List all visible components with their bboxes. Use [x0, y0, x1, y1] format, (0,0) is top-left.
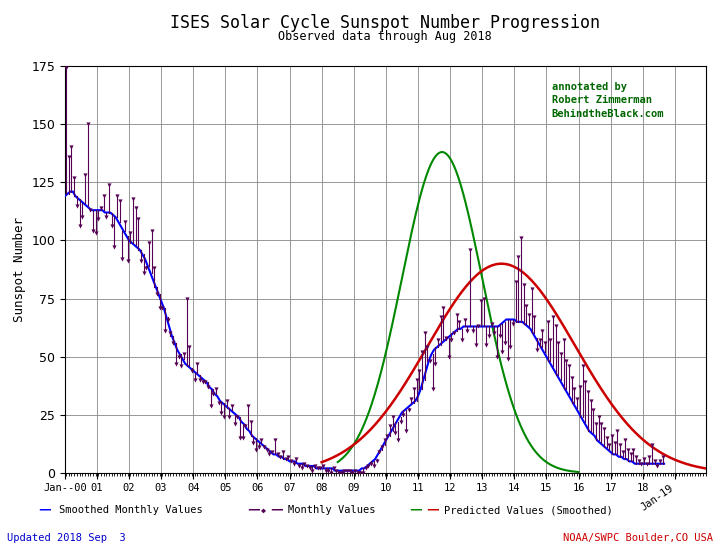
Y-axis label: Sunspot Number: Sunspot Number — [13, 217, 26, 322]
Text: ─: ─ — [40, 502, 50, 519]
Text: ─: ─ — [248, 502, 259, 519]
Text: ─: ─ — [271, 502, 282, 519]
Text: Updated 2018 Sep  3: Updated 2018 Sep 3 — [7, 534, 126, 543]
Text: ─: ─ — [410, 502, 421, 519]
Text: annotated by
Robert Zimmerman
BehindtheBlack.com: annotated by Robert Zimmerman BehindtheB… — [552, 82, 665, 119]
Text: NOAA/SWPC Boulder,CO USA: NOAA/SWPC Boulder,CO USA — [563, 534, 713, 543]
Text: Monthly Values: Monthly Values — [288, 505, 376, 515]
Text: Observed data through Aug 2018: Observed data through Aug 2018 — [279, 30, 492, 43]
Text: Predicted Values (Smoothed): Predicted Values (Smoothed) — [444, 505, 612, 515]
Text: ◆: ◆ — [261, 506, 266, 515]
Text: Smoothed Monthly Values: Smoothed Monthly Values — [59, 505, 203, 515]
Text: ─: ─ — [427, 502, 438, 519]
Text: ISES Solar Cycle Sunspot Number Progression: ISES Solar Cycle Sunspot Number Progress… — [170, 14, 600, 32]
